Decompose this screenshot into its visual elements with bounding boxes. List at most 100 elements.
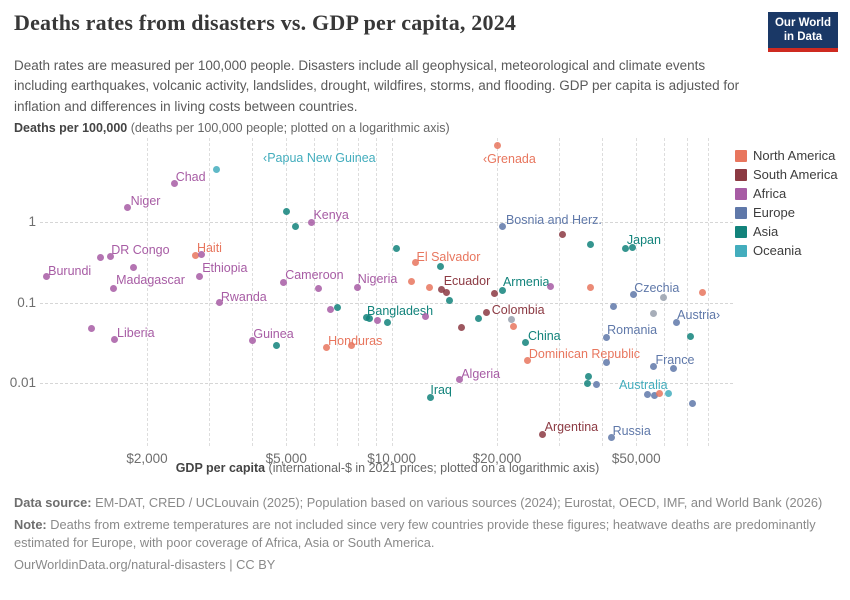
data-point[interactable] (354, 283, 362, 291)
data-point[interactable] (171, 180, 179, 188)
data-point[interactable] (373, 317, 381, 325)
data-point[interactable] (629, 244, 637, 252)
data-point[interactable] (455, 376, 463, 384)
data-point[interactable] (629, 290, 637, 298)
legend-item-north-america[interactable]: North America (735, 146, 838, 165)
data-point[interactable] (510, 322, 518, 330)
data-point[interactable] (474, 314, 482, 322)
data-point[interactable] (109, 284, 117, 292)
data-point[interactable] (583, 379, 591, 387)
legend-item-south-america[interactable]: South America (735, 165, 838, 184)
data-point[interactable] (644, 390, 652, 398)
data-point[interactable] (547, 282, 555, 290)
owid-url-link[interactable]: OurWorldinData.org/natural-disasters (14, 556, 226, 572)
data-point[interactable] (660, 293, 668, 301)
data-point[interactable] (216, 299, 224, 306)
legend-item-europe[interactable]: Europe (735, 203, 838, 222)
data-point[interactable] (483, 308, 491, 316)
data-point[interactable] (602, 358, 610, 366)
data-point[interactable] (383, 319, 391, 327)
data-point[interactable] (499, 223, 507, 231)
data-point[interactable] (507, 315, 515, 323)
legend-item-oceania[interactable]: Oceania (735, 241, 838, 260)
data-point[interactable] (587, 283, 594, 291)
data-point[interactable] (491, 289, 499, 297)
country-label: Haiti (196, 240, 222, 255)
y-tick-label: 0.1 (17, 294, 36, 310)
data-point[interactable] (670, 365, 678, 373)
data-point[interactable] (457, 323, 465, 331)
data-point[interactable] (524, 357, 532, 365)
data-point[interactable] (322, 343, 330, 351)
data-point[interactable] (426, 393, 434, 401)
data-point[interactable] (437, 263, 445, 270)
country-label: Czechia (634, 281, 680, 296)
data-point[interactable] (315, 284, 323, 292)
data-point[interactable] (558, 231, 566, 239)
data-point[interactable] (493, 141, 501, 149)
data-point[interactable] (650, 363, 657, 371)
data-source-line: Data source: EM-DAT, CRED / UCLouvain (2… (14, 494, 836, 511)
data-point[interactable] (587, 241, 594, 249)
data-point[interactable] (273, 342, 281, 350)
x-tick-label: $2,000 (126, 451, 168, 466)
data-point[interactable] (42, 273, 50, 281)
data-point[interactable] (672, 318, 680, 326)
data-point[interactable] (687, 332, 695, 340)
data-point[interactable] (699, 288, 707, 296)
legend-item-asia[interactable]: Asia (735, 222, 838, 241)
legend-swatch-north-america (735, 149, 747, 162)
data-point[interactable] (212, 165, 220, 173)
data-point[interactable] (362, 313, 370, 321)
x-tick-label: $50,000 (611, 451, 661, 466)
data-point[interactable] (499, 287, 507, 295)
y-gridline (40, 302, 733, 304)
data-point[interactable] (291, 223, 299, 231)
data-point[interactable] (248, 336, 256, 344)
country-label: Guinea (253, 327, 294, 342)
data-point[interactable] (665, 389, 673, 397)
data-point[interactable] (412, 259, 419, 267)
data-point[interactable] (110, 335, 118, 343)
data-point[interactable] (333, 304, 341, 312)
data-point[interactable] (689, 399, 697, 407)
data-point[interactable] (608, 434, 616, 442)
data-point[interactable] (195, 273, 203, 281)
data-point[interactable] (445, 296, 453, 304)
data-point[interactable] (539, 430, 547, 438)
data-point[interactable] (96, 254, 104, 262)
data-point[interactable] (650, 392, 658, 400)
data-point[interactable] (438, 285, 446, 293)
data-point[interactable] (442, 288, 450, 296)
data-point[interactable] (425, 283, 433, 291)
legend-item-africa[interactable]: Africa (735, 184, 838, 203)
data-point[interactable] (602, 333, 610, 341)
data-point[interactable] (622, 244, 630, 252)
data-point[interactable] (592, 380, 600, 388)
data-point[interactable] (392, 244, 400, 252)
data-point[interactable] (522, 338, 530, 346)
x-gridline (663, 138, 665, 446)
data-point[interactable] (408, 278, 416, 286)
data-point[interactable] (129, 264, 137, 272)
data-point[interactable] (282, 208, 290, 215)
country-label: Austria› (677, 308, 721, 323)
country-label: Honduras (328, 334, 383, 348)
data-point[interactable] (348, 342, 356, 350)
data-point[interactable] (609, 302, 617, 310)
data-point[interactable] (307, 218, 315, 226)
x-gridline (252, 138, 254, 446)
data-point[interactable] (655, 389, 663, 397)
data-point[interactable] (584, 373, 592, 381)
data-point[interactable] (192, 252, 200, 260)
data-point[interactable] (106, 253, 114, 261)
data-point[interactable] (124, 204, 132, 212)
data-point[interactable] (198, 251, 206, 259)
data-point[interactable] (366, 314, 374, 322)
country-label: China (527, 329, 561, 344)
data-point[interactable] (326, 305, 334, 313)
data-point[interactable] (88, 325, 96, 333)
data-point[interactable] (650, 310, 657, 318)
data-point[interactable] (422, 313, 430, 320)
data-point[interactable] (279, 279, 287, 287)
